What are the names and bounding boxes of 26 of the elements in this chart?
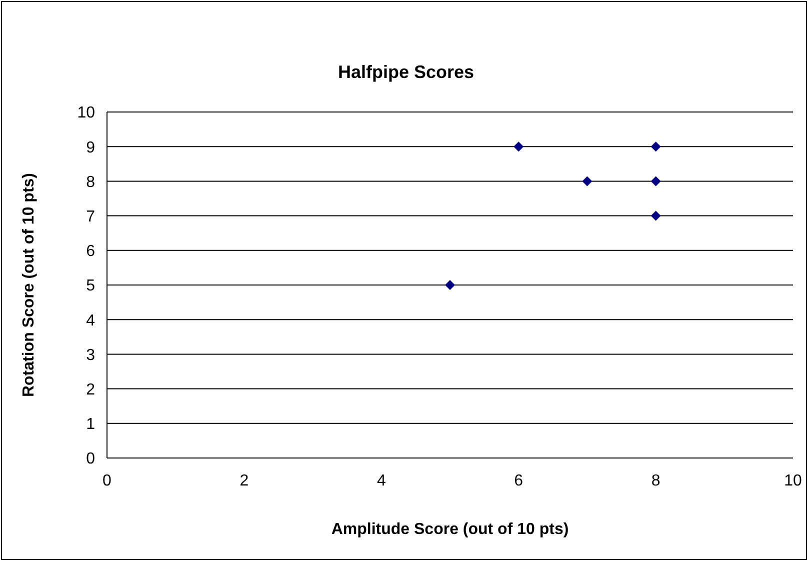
y-tick-label: 6 [86,243,96,260]
x-axis-title: Amplitude Score (out of 10 pts) [331,521,569,538]
y-tick-label: 7 [86,208,96,226]
x-tick-label: 0 [102,472,112,490]
y-tick-label: 9 [86,139,96,156]
y-axis-title: Rotation Score (out of 10 pts) [20,173,38,397]
chart-title: Halfpipe Scores [336,62,476,83]
point [650,210,661,221]
x-tick-label: 8 [651,472,660,490]
y-tick-label: 4 [86,312,96,330]
point [582,176,592,186]
point [650,176,661,186]
y-tick-label: 1 [86,416,96,434]
x-tick-label: 10 [784,472,802,490]
x-tick-label: 2 [240,472,249,490]
x-tick-label: 4 [376,472,386,490]
y-tick-label: 0 [86,450,96,468]
y-tick-label: 3 [86,346,96,364]
y-tick-label: 8 [86,174,96,191]
point [445,280,455,290]
point [650,142,661,152]
y-tick-label: 2 [86,381,96,398]
x-tick-label: 6 [514,472,524,490]
y-tick-label: 5 [86,278,96,295]
point [514,142,524,152]
y-tick-label: 10 [77,104,96,122]
